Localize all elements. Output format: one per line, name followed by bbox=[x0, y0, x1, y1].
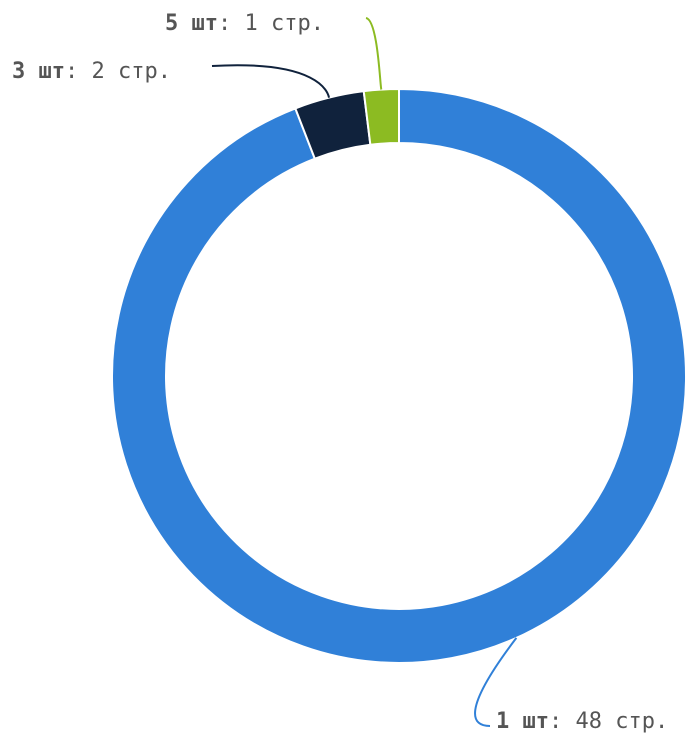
data-labels: 1 шт: 48 стр. 3 шт: 2 стр. 5 шт: 1 стр. bbox=[12, 11, 668, 734]
data-label-1: 1 шт: 48 стр. bbox=[496, 709, 668, 734]
data-label-2: 3 шт: 2 стр. bbox=[12, 59, 171, 84]
data-label-category: 3 шт bbox=[12, 59, 65, 84]
data-label-value: : 2 стр. bbox=[65, 59, 171, 84]
donut-slice-3 bbox=[362, 87, 400, 146]
leader-line-1 bbox=[474, 637, 518, 727]
donut-slice-1 bbox=[111, 87, 687, 664]
leader-line-2 bbox=[211, 64, 330, 98]
leader-line-3 bbox=[365, 17, 383, 90]
data-label-3: 5 шт: 1 стр. bbox=[165, 11, 324, 36]
data-label-value: : 1 стр. bbox=[218, 11, 324, 36]
data-label-category: 5 шт bbox=[165, 11, 218, 36]
donut-slices bbox=[111, 87, 687, 664]
label-leader-lines bbox=[211, 17, 518, 727]
data-label-category: 1 шт bbox=[496, 709, 549, 734]
data-label-value: : 48 стр. bbox=[549, 709, 668, 734]
